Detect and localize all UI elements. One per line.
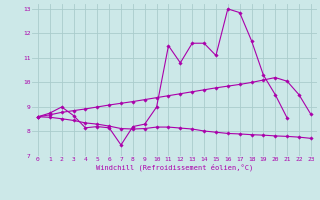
X-axis label: Windchill (Refroidissement éolien,°C): Windchill (Refroidissement éolien,°C) <box>96 164 253 171</box>
